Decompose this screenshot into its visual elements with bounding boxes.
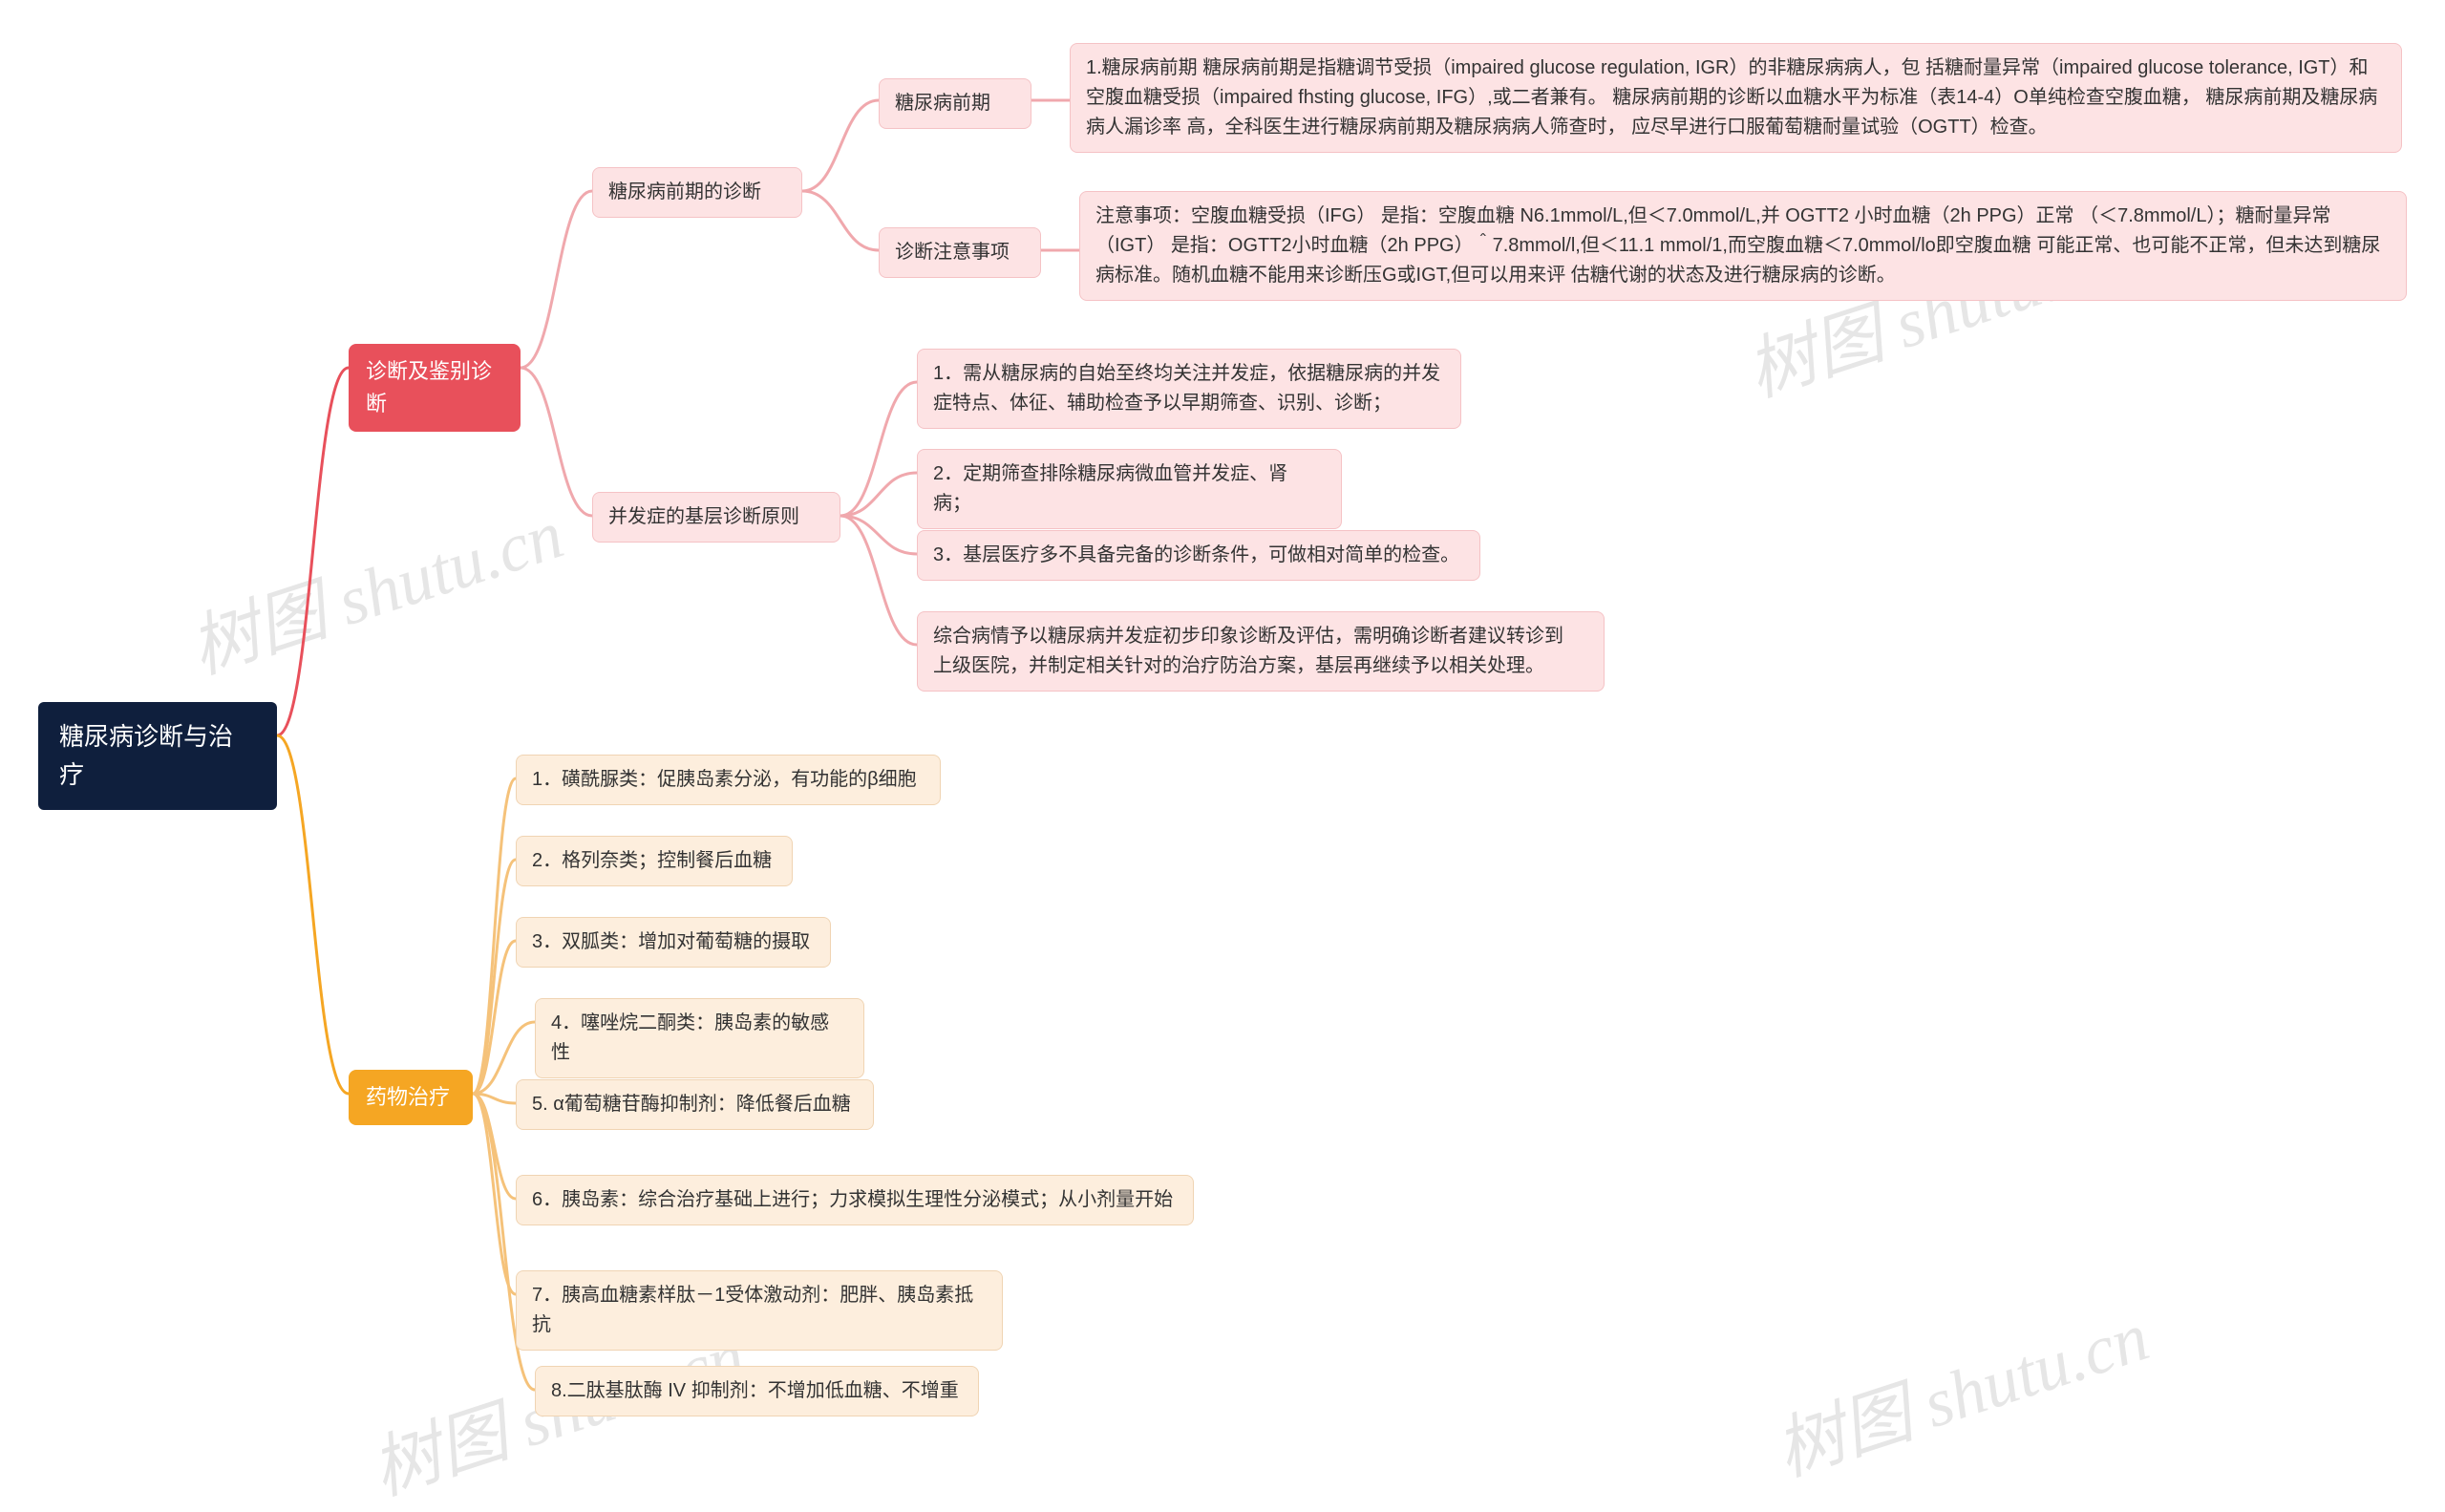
root-node[interactable]: 糖尿病诊断与治疗 — [38, 702, 277, 810]
node-drug-8[interactable]: 8.二肽基肽酶 IV 抑制剂：不增加低血糖、不增重 — [535, 1366, 979, 1416]
branch-diagnosis[interactable]: 诊断及鉴别诊断 — [349, 344, 521, 432]
node-drug-5[interactable]: 5. α葡萄糖苷酶抑制剂：降低餐后血糖 — [516, 1079, 874, 1130]
node-complication-3[interactable]: 3．基层医疗多不具备完备的诊断条件，可做相对简单的检查。 — [917, 530, 1480, 581]
node-drug-6[interactable]: 6．胰岛素：综合治疗基础上进行；力求模拟生理性分泌模式；从小剂量开始 — [516, 1175, 1194, 1225]
node-complication-principles[interactable]: 并发症的基层诊断原则 — [592, 492, 840, 543]
node-drug-4[interactable]: 4．噻唑烷二酮类：胰岛素的敏感性 — [535, 998, 864, 1078]
watermark: 树图 shutu.cn — [1761, 1280, 2159, 1495]
node-drug-7[interactable]: 7．胰高血糖素样肽－1受体激动剂：肥胖、胰岛素抵抗 — [516, 1270, 1003, 1351]
node-diagnosis-notes[interactable]: 诊断注意事项 — [879, 227, 1041, 278]
node-prediabetes-diagnosis[interactable]: 糖尿病前期的诊断 — [592, 167, 802, 218]
node-diagnosis-notes-detail[interactable]: 注意事项：空腹血糖受损（IFG） 是指：空腹血糖 N6.1mmol/L,但＜7.… — [1079, 191, 2407, 301]
node-prediabetes-stage-detail[interactable]: 1.糖尿病前期 糖尿病前期是指糖调节受损（impaired glucose re… — [1070, 43, 2402, 153]
node-drug-2[interactable]: 2．格列奈类；控制餐后血糖 — [516, 836, 793, 886]
watermark: 树图 shutu.cn — [176, 478, 574, 692]
node-drug-1[interactable]: 1．磺酰脲类：促胰岛素分泌，有功能的β细胞 — [516, 755, 941, 805]
branch-drug-treatment[interactable]: 药物治疗 — [349, 1070, 473, 1125]
node-drug-3[interactable]: 3．双胍类：增加对葡萄糖的摄取 — [516, 917, 831, 968]
node-complication-4[interactable]: 综合病情予以糖尿病并发症初步印象诊断及评估，需明确诊断者建议转诊到 上级医院，并… — [917, 611, 1605, 692]
node-complication-2[interactable]: 2．定期筛查排除糖尿病微血管并发症、肾病； — [917, 449, 1342, 529]
node-prediabetes-stage[interactable]: 糖尿病前期 — [879, 78, 1031, 129]
node-complication-1[interactable]: 1．需从糖尿病的自始至终均关注并发症，依据糖尿病的并发 症特点、体征、辅助检查予… — [917, 349, 1461, 429]
